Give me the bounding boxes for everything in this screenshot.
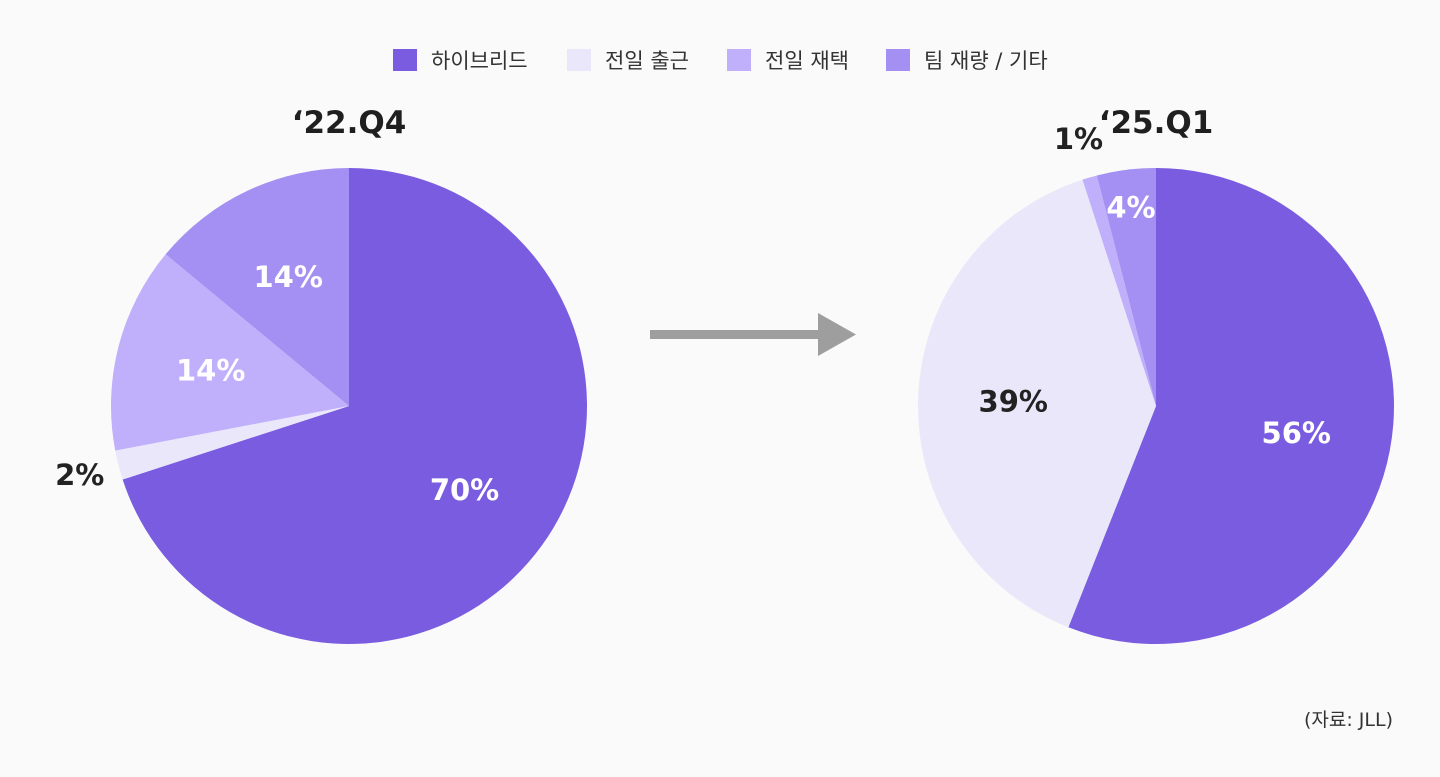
- legend-swatch-full-office: [567, 49, 591, 71]
- pie-title-2025q1: ‘25.Q1: [1099, 105, 1214, 141]
- pie-label-team-discretion: 14%: [253, 260, 322, 294]
- legend-item-full-remote: 전일 재택: [727, 49, 849, 73]
- pie-slice-full-office: [918, 179, 1156, 628]
- pie-title-2022q4: ‘22.Q4: [292, 105, 407, 141]
- pie-2025q1: 56% 39% 1% 4%: [918, 122, 1394, 644]
- arrow-head: [818, 313, 856, 356]
- legend: 하이브리드 전일 출근 전일 재택 팀 재량 / 기타: [393, 49, 1048, 73]
- legend-swatch-hybrid: [393, 49, 417, 71]
- pie-label-full-office: 2%: [55, 458, 104, 492]
- pie-slice-team-discretion: [165, 168, 349, 406]
- pie-slice-team-discretion: [1096, 168, 1156, 406]
- pie-slice-hybrid: [122, 168, 588, 644]
- legend-label-full-remote: 전일 재택: [765, 49, 849, 73]
- legend-swatch-full-remote: [727, 49, 751, 71]
- pie-label-hybrid: 70%: [430, 473, 499, 507]
- legend-label-full-office: 전일 출근: [605, 49, 689, 73]
- transition-arrow: [650, 313, 856, 356]
- source-note: (자료: JLL): [1304, 709, 1393, 731]
- legend-item-team-discretion: 팀 재량 / 기타: [886, 49, 1048, 73]
- pie-slice-full-remote: [111, 254, 350, 451]
- pie-label-full-office: 39%: [979, 385, 1048, 419]
- arrow-shaft: [650, 330, 822, 339]
- legend-item-hybrid: 하이브리드: [393, 49, 528, 73]
- pie-label-hybrid: 56%: [1262, 416, 1331, 450]
- legend-item-full-office: 전일 출근: [567, 49, 689, 73]
- pie-label-team-discretion: 4%: [1106, 191, 1155, 225]
- legend-label-hybrid: 하이브리드: [431, 49, 528, 73]
- pie-label-full-remote: 1%: [1054, 122, 1103, 156]
- pie-slice-full-remote: [1082, 175, 1156, 406]
- pie-slice-full-office: [115, 406, 349, 480]
- pie-slice-hybrid: [1068, 168, 1394, 644]
- pie-label-full-remote: 14%: [176, 353, 245, 387]
- pie-2022q4: 70% 2% 14% 14%: [55, 168, 588, 644]
- legend-label-team-discretion: 팀 재량 / 기타: [924, 49, 1048, 73]
- legend-swatch-team-discretion: [886, 49, 910, 71]
